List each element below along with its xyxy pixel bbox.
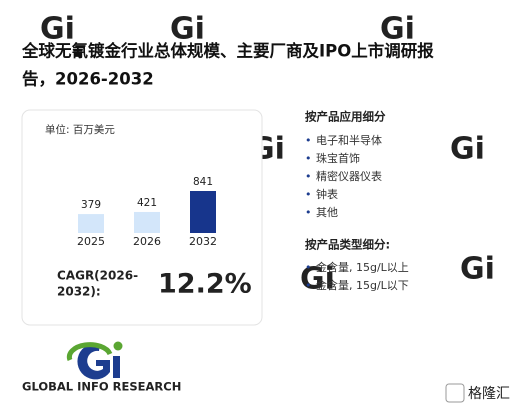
- logo-dot: [113, 341, 123, 351]
- watermark-shape: Gi: [300, 262, 335, 297]
- watermark-shape: Gi: [460, 252, 495, 287]
- cagr-value: 12.2%: [158, 269, 252, 300]
- segments: 按产品应用细分 • 电子和半导体 • 珠宝首饰 • 精密仪器仪表 • 钟表 • 其他按产品类型细分:…: [305, 110, 409, 293]
- title-line: 全球无氰镀金行业总体规模、主要厂商及IPO上市调研报: [21, 41, 434, 61]
- bullet: •: [305, 261, 312, 274]
- bar: [78, 214, 104, 233]
- bullet: •: [305, 188, 312, 201]
- watermark-icon: [445, 383, 465, 403]
- segment-item: 金含量, 15g/L以上: [316, 260, 409, 274]
- value-label: 421: [137, 197, 157, 209]
- segment-item: 其他: [316, 206, 338, 219]
- bullet: •: [305, 279, 312, 292]
- x-tick-label: 2026: [133, 235, 161, 248]
- segment-item: 电子和半导体: [316, 133, 382, 147]
- watermark-text: 格隆汇: [468, 386, 510, 402]
- segment-title: 按产品应用细分: [305, 110, 386, 124]
- title-line: 告，2026-2032: [22, 69, 154, 89]
- segment-title: 按产品类型细分:: [305, 238, 390, 252]
- logo-i: [113, 356, 120, 378]
- bullet: •: [305, 134, 312, 147]
- value-label: 841: [193, 176, 213, 188]
- watermark-shape: Gi: [170, 12, 205, 47]
- bar-chart: 379 2025 421 2026 841 2032: [77, 176, 217, 248]
- value-label: 379: [81, 199, 101, 211]
- cagr-label: 2032):: [57, 285, 101, 299]
- bar: [134, 211, 160, 233]
- bullet: •: [305, 152, 312, 165]
- logo-swoosh: [66, 342, 113, 361]
- x-tick-label: 2032: [189, 235, 217, 248]
- logo-g: [77, 343, 110, 380]
- bar: [190, 191, 216, 233]
- bullet: •: [305, 206, 312, 219]
- unit-label: 单位: 百万美元: [45, 123, 115, 136]
- watermark-shape: Gi: [40, 12, 75, 47]
- segment-item: 钟表: [316, 187, 338, 201]
- bullet: •: [305, 170, 312, 183]
- logo-text: GLOBAL INFO RESEARCH: [22, 380, 181, 394]
- watermark-shape: Gi: [450, 132, 485, 167]
- cagr-label: CAGR(2026-: [57, 269, 138, 283]
- segment-item: 精密仪器仪表: [316, 169, 382, 183]
- x-tick-label: 2025: [77, 235, 105, 248]
- segment-item: 珠宝首饰: [316, 151, 360, 165]
- segment-item: 金含量, 15g/L以下: [316, 278, 409, 292]
- logo: GLOBAL INFO RESEARCH: [22, 341, 181, 394]
- watermark-shape: Gi: [380, 12, 415, 47]
